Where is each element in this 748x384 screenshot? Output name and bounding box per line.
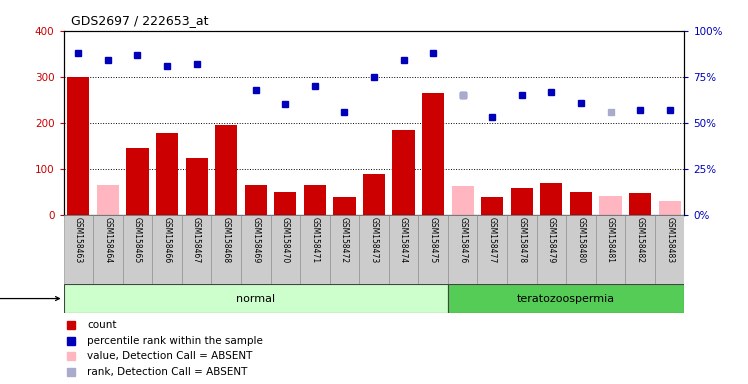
Text: GSM158481: GSM158481 [606, 217, 615, 263]
Text: GSM158464: GSM158464 [103, 217, 112, 263]
Text: GSM158477: GSM158477 [488, 217, 497, 263]
Text: GSM158475: GSM158475 [429, 217, 438, 263]
Bar [595, 215, 625, 284]
Text: value, Detection Call = ABSENT: value, Detection Call = ABSENT [88, 351, 253, 361]
Text: GSM158469: GSM158469 [251, 217, 260, 263]
Text: GSM158474: GSM158474 [399, 217, 408, 263]
Bar [481, 197, 503, 215]
Bar [334, 197, 355, 215]
Bar [67, 77, 90, 215]
Bar [477, 215, 507, 284]
Text: GSM158467: GSM158467 [192, 217, 201, 263]
Text: GSM158479: GSM158479 [547, 217, 556, 263]
Bar [153, 215, 182, 284]
Bar [507, 215, 536, 284]
Bar [658, 201, 681, 215]
Text: GSM158468: GSM158468 [221, 217, 230, 263]
Bar [126, 148, 149, 215]
Bar [540, 183, 562, 215]
Bar [393, 130, 414, 215]
Bar [271, 215, 300, 284]
Bar [275, 192, 296, 215]
Bar [215, 125, 237, 215]
Bar [182, 215, 212, 284]
Bar [629, 193, 652, 215]
Bar [96, 185, 119, 215]
Bar [389, 215, 418, 284]
Bar [566, 215, 595, 284]
Bar [570, 192, 592, 215]
Bar [418, 215, 448, 284]
Text: GSM158470: GSM158470 [280, 217, 289, 263]
Text: disease state: disease state [0, 293, 59, 304]
Bar [422, 93, 444, 215]
Bar [300, 215, 330, 284]
Text: percentile rank within the sample: percentile rank within the sample [88, 336, 263, 346]
Bar [536, 215, 566, 284]
Bar [625, 215, 654, 284]
Text: GSM158466: GSM158466 [162, 217, 171, 263]
Bar [452, 187, 473, 215]
Text: GSM158478: GSM158478 [518, 217, 527, 263]
Bar [64, 284, 448, 313]
Bar [156, 133, 178, 215]
Text: count: count [88, 320, 117, 330]
Bar [241, 215, 271, 284]
Text: GSM158463: GSM158463 [74, 217, 83, 263]
Text: GDS2697 / 222653_at: GDS2697 / 222653_at [71, 14, 209, 27]
Bar [123, 215, 153, 284]
Text: GSM158482: GSM158482 [636, 217, 645, 263]
Bar [330, 215, 359, 284]
Text: GSM158476: GSM158476 [459, 217, 468, 263]
Bar [448, 215, 477, 284]
Bar [599, 196, 622, 215]
Text: GSM158472: GSM158472 [340, 217, 349, 263]
Bar [94, 215, 123, 284]
Bar [245, 185, 267, 215]
Bar [186, 158, 208, 215]
Text: normal: normal [236, 293, 275, 304]
Text: GSM158483: GSM158483 [665, 217, 674, 263]
Bar [448, 284, 684, 313]
Text: GSM158465: GSM158465 [133, 217, 142, 263]
Text: GSM158471: GSM158471 [310, 217, 319, 263]
Bar [363, 174, 385, 215]
Bar [212, 215, 241, 284]
Bar [64, 215, 94, 284]
Text: rank, Detection Call = ABSENT: rank, Detection Call = ABSENT [88, 367, 248, 377]
Bar [304, 185, 326, 215]
Bar [511, 188, 533, 215]
Bar [654, 215, 684, 284]
Bar [359, 215, 389, 284]
Text: GSM158473: GSM158473 [370, 217, 378, 263]
Text: GSM158480: GSM158480 [577, 217, 586, 263]
Text: teratozoospermia: teratozoospermia [517, 293, 615, 304]
